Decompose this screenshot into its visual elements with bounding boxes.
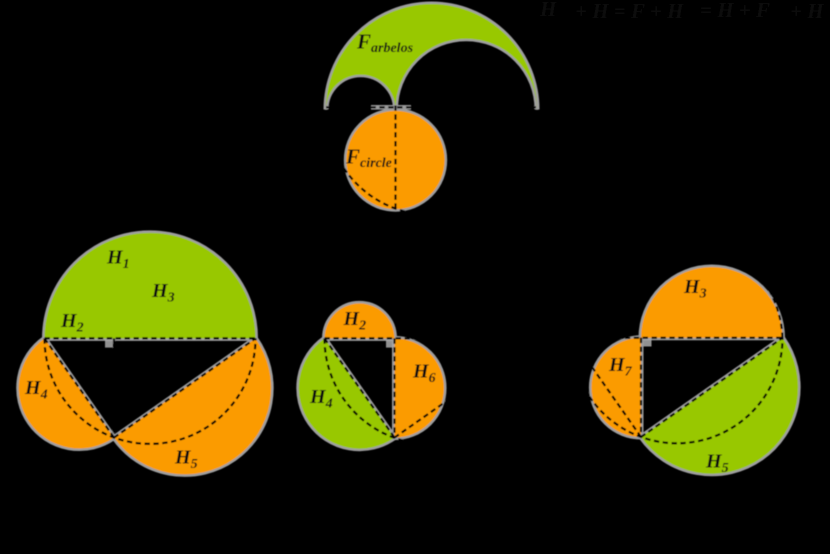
svg-text:H: H [539,0,557,21]
svg-text:+ H: + H [790,0,824,23]
svg-text:+ H = F + H: + H = F + H [575,0,684,23]
svg-text:= H + F: = H + F [700,0,770,22]
